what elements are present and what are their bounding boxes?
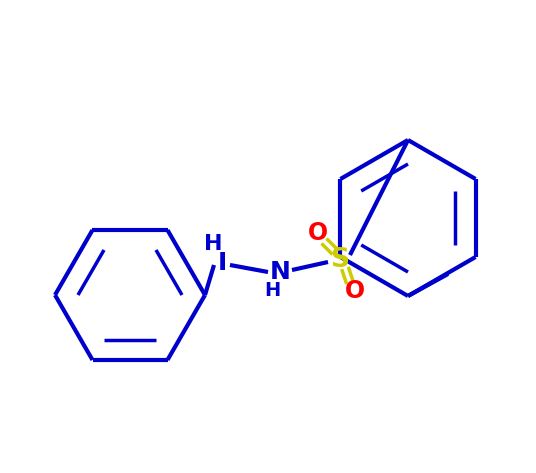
Text: S: S	[331, 247, 349, 273]
Text: O: O	[345, 279, 365, 303]
Text: O: O	[308, 221, 328, 245]
Text: H: H	[264, 281, 280, 300]
Text: N: N	[270, 260, 291, 284]
Text: I: I	[218, 251, 227, 275]
Text: H: H	[204, 234, 222, 254]
